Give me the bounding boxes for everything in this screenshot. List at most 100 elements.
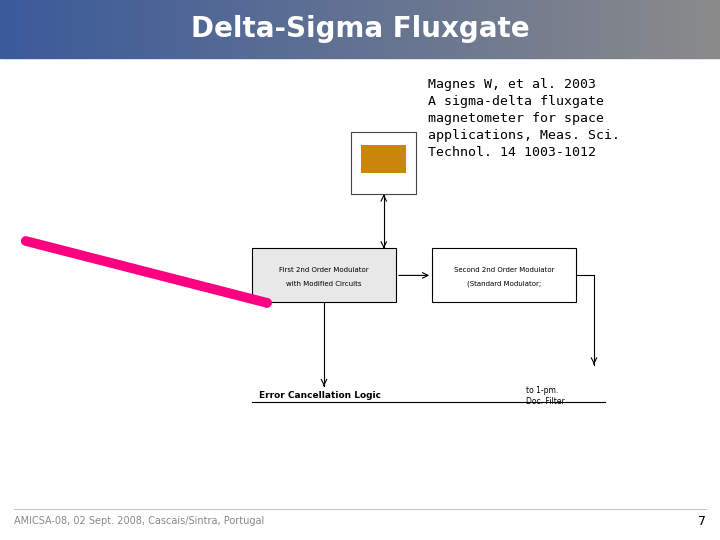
Bar bbox=[329, 0, 331, 58]
Bar bbox=[432, 0, 434, 58]
Bar bbox=[499, 0, 502, 58]
Bar bbox=[142, 0, 144, 58]
Bar bbox=[617, 0, 619, 58]
Bar bbox=[578, 0, 581, 58]
Bar bbox=[662, 0, 665, 58]
Bar bbox=[646, 0, 648, 58]
Bar bbox=[173, 0, 175, 58]
Text: Second 2nd Order Modulator: Second 2nd Order Modulator bbox=[454, 267, 554, 273]
Bar bbox=[209, 0, 211, 58]
Bar bbox=[369, 0, 372, 58]
Bar bbox=[475, 0, 477, 58]
Bar bbox=[218, 0, 221, 58]
Bar bbox=[266, 0, 269, 58]
Bar bbox=[718, 0, 720, 58]
Bar bbox=[338, 0, 341, 58]
Bar bbox=[492, 0, 495, 58]
Bar bbox=[610, 0, 612, 58]
Bar bbox=[261, 0, 264, 58]
Bar bbox=[96, 0, 99, 58]
Bar bbox=[708, 0, 711, 58]
Bar bbox=[612, 0, 614, 58]
Bar bbox=[120, 0, 122, 58]
Bar bbox=[547, 0, 549, 58]
Bar bbox=[437, 0, 439, 58]
Bar bbox=[686, 0, 689, 58]
Bar bbox=[643, 0, 646, 58]
Bar bbox=[456, 0, 459, 58]
Bar bbox=[326, 0, 329, 58]
Bar bbox=[459, 0, 461, 58]
Bar bbox=[405, 0, 408, 58]
Bar bbox=[286, 0, 288, 58]
Bar bbox=[192, 0, 194, 58]
Bar bbox=[650, 0, 653, 58]
Bar bbox=[466, 0, 468, 58]
Bar bbox=[682, 0, 684, 58]
Bar bbox=[518, 0, 521, 58]
Bar bbox=[430, 0, 432, 58]
Bar bbox=[240, 0, 243, 58]
Bar bbox=[58, 0, 60, 58]
Bar bbox=[353, 0, 355, 58]
Bar bbox=[22, 0, 24, 58]
Bar bbox=[341, 0, 343, 58]
Bar bbox=[689, 0, 691, 58]
Bar bbox=[45, 0, 48, 58]
Bar bbox=[331, 0, 333, 58]
Bar bbox=[161, 0, 163, 58]
Bar bbox=[590, 0, 593, 58]
Bar bbox=[187, 0, 189, 58]
Text: (Standard Modulator;: (Standard Modulator; bbox=[467, 280, 541, 287]
Bar bbox=[545, 0, 547, 58]
Bar bbox=[182, 0, 185, 58]
Bar bbox=[60, 0, 63, 58]
Bar bbox=[396, 0, 398, 58]
Bar bbox=[569, 0, 571, 58]
Bar bbox=[497, 0, 499, 58]
Bar bbox=[185, 0, 187, 58]
Bar bbox=[110, 0, 113, 58]
Text: Magnes W, et al. 2003
A sigma-delta fluxgate
magnetometer for space
applications: Magnes W, et al. 2003 A sigma-delta flux… bbox=[428, 78, 621, 159]
Bar bbox=[535, 0, 538, 58]
Bar bbox=[463, 0, 466, 58]
Bar bbox=[158, 0, 161, 58]
Bar bbox=[346, 0, 348, 58]
Bar bbox=[103, 0, 106, 58]
Bar bbox=[665, 0, 667, 58]
Bar bbox=[19, 0, 22, 58]
Bar bbox=[0, 0, 2, 58]
Bar bbox=[423, 0, 425, 58]
Bar bbox=[302, 0, 305, 58]
Bar bbox=[506, 0, 509, 58]
Bar bbox=[228, 0, 230, 58]
Text: AMICSA-08, 02 Sept. 2008, Cascais/Sintra, Portugal: AMICSA-08, 02 Sept. 2008, Cascais/Sintra… bbox=[14, 516, 265, 526]
Bar bbox=[655, 0, 657, 58]
Bar bbox=[542, 0, 545, 58]
Bar bbox=[382, 0, 384, 58]
Bar bbox=[477, 0, 480, 58]
Bar bbox=[295, 0, 297, 58]
Bar bbox=[679, 0, 682, 58]
Bar bbox=[648, 0, 650, 58]
Bar bbox=[693, 0, 696, 58]
Bar bbox=[698, 0, 701, 58]
Bar bbox=[598, 0, 600, 58]
Bar bbox=[168, 0, 171, 58]
Bar bbox=[567, 0, 569, 58]
Bar bbox=[670, 0, 672, 58]
Bar bbox=[562, 0, 564, 58]
Bar bbox=[552, 0, 554, 58]
Bar bbox=[214, 0, 216, 58]
Bar bbox=[2, 0, 5, 58]
Bar bbox=[355, 0, 358, 58]
Bar bbox=[434, 0, 437, 58]
Bar bbox=[454, 0, 456, 58]
Bar bbox=[24, 0, 27, 58]
Bar bbox=[84, 0, 86, 58]
Bar bbox=[362, 0, 365, 58]
Bar bbox=[211, 0, 214, 58]
Bar bbox=[415, 0, 418, 58]
Bar bbox=[521, 0, 523, 58]
Bar bbox=[588, 0, 590, 58]
